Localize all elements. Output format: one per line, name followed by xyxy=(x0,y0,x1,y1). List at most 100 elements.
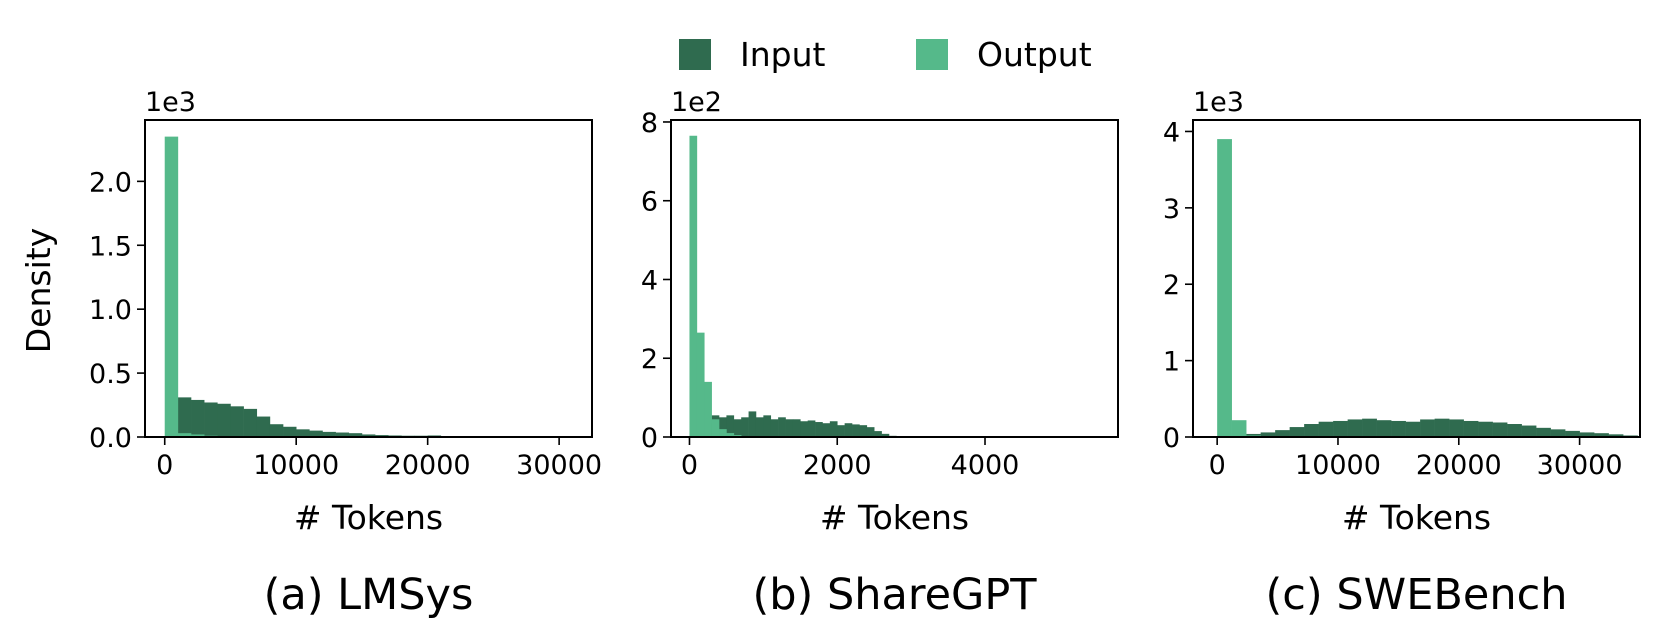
x-tick-label: 10000 xyxy=(1295,450,1381,481)
y-tick-label: 0 xyxy=(1163,423,1180,454)
bar-input-23 xyxy=(859,425,868,437)
bar-input-18 xyxy=(1478,421,1493,437)
bar-input-26 xyxy=(1594,433,1609,437)
bar-output-2 xyxy=(191,434,205,437)
bar-input-9 xyxy=(755,417,764,437)
bar-input-22 xyxy=(852,424,860,437)
bar-input-1 xyxy=(177,397,192,437)
x-tick-label: 4000 xyxy=(951,450,1020,481)
bar-input-17 xyxy=(1463,420,1479,437)
bar-input-24 xyxy=(866,427,875,437)
y-tick-label: 0.0 xyxy=(89,423,132,454)
y-tick-label: 1.5 xyxy=(89,231,132,262)
y-tick-label: 1 xyxy=(1163,347,1180,378)
plot-frame xyxy=(144,119,593,438)
legend-swatch-output xyxy=(916,39,948,70)
bar-output-1 xyxy=(696,332,705,437)
bar-input-11 xyxy=(1376,420,1392,437)
bar-input-17 xyxy=(815,422,823,437)
panel-0: 0 10000 20000 30000 0.0 0.5 1.0 1.5 2.0 1e3 # Toke… xyxy=(19,87,602,620)
bar-input-11 xyxy=(309,430,323,437)
bar-input-16 xyxy=(1449,419,1464,437)
histogram-bars xyxy=(689,135,912,437)
bar-input-25 xyxy=(874,431,882,437)
x-tick-label: 10000 xyxy=(253,450,339,481)
bar-input-8 xyxy=(269,424,284,437)
bar-input-13 xyxy=(785,419,794,437)
x-tick-label: 30000 xyxy=(1537,450,1623,481)
bar-input-4 xyxy=(719,417,727,437)
bar-input-25 xyxy=(1579,432,1595,437)
x-tick-label: 0 xyxy=(681,450,698,481)
histogram-bars xyxy=(1217,139,1640,437)
bar-output-3 xyxy=(711,419,720,437)
bar-input-2 xyxy=(191,399,205,437)
bar-input-10 xyxy=(763,415,772,437)
bar-input-26 xyxy=(881,433,890,437)
bar-input-5 xyxy=(726,415,735,437)
bar-output-0 xyxy=(1217,139,1232,437)
bar-output-1 xyxy=(177,433,192,437)
y-tick-label: 4 xyxy=(641,265,658,296)
bar-input-21 xyxy=(844,423,853,437)
x-tick-label: 2000 xyxy=(803,450,872,481)
bar-input-14 xyxy=(1420,419,1435,437)
legend-swatch-input xyxy=(679,39,711,70)
bar-input-10 xyxy=(1362,418,1377,437)
bar-input-14 xyxy=(348,433,363,437)
y-offset-label: 1e3 xyxy=(145,87,196,118)
bar-input-3 xyxy=(204,402,218,437)
panel-caption: (c) SWEBench xyxy=(1266,570,1568,620)
y-tick-label: 0 xyxy=(641,423,658,454)
bar-input-20 xyxy=(837,425,845,437)
bar-input-21 xyxy=(1521,425,1537,437)
panel-1: 0 2000 4000 0 2 4 6 8 1e2 # Tokens (b) ShareGPT xyxy=(641,87,1119,620)
bar-output-2 xyxy=(704,381,712,437)
bar-output-5 xyxy=(726,433,735,437)
y-tick-label: 2 xyxy=(641,344,658,375)
x-tick-label: 20000 xyxy=(385,450,471,481)
bar-input-14 xyxy=(792,419,801,437)
bar-output-0 xyxy=(689,135,698,437)
bar-input-16 xyxy=(807,420,816,437)
bar-input-9 xyxy=(283,426,297,437)
x-axis-label: # Tokens xyxy=(820,498,969,537)
bar-input-11 xyxy=(770,419,779,437)
y-tick-label: 4 xyxy=(1163,117,1180,148)
x-tick-label: 20000 xyxy=(1416,450,1502,481)
plot-frame xyxy=(1192,119,1641,438)
bar-input-3 xyxy=(1260,432,1276,437)
bar-input-7 xyxy=(1318,421,1334,437)
bar-input-15 xyxy=(361,434,376,437)
y-offset-label: 1e3 xyxy=(1193,87,1244,118)
y-offset-label: 1e2 xyxy=(671,87,722,118)
bar-input-6 xyxy=(243,408,258,437)
bar-input-13 xyxy=(335,432,350,437)
bar-input-15 xyxy=(1434,418,1450,437)
x-tick-label: 0 xyxy=(156,450,173,481)
histogram-bars xyxy=(164,136,573,437)
legend-label-output: Output xyxy=(977,35,1092,74)
bar-input-8 xyxy=(1333,420,1348,437)
bar-output-0 xyxy=(164,136,179,437)
y-tick-label: 2 xyxy=(1163,270,1180,301)
bar-input-6 xyxy=(733,419,742,437)
bar-input-5 xyxy=(1289,427,1305,437)
bar-input-19 xyxy=(829,421,838,437)
bar-input-7 xyxy=(256,416,271,437)
x-axis-label: # Tokens xyxy=(1342,498,1491,537)
bar-input-12 xyxy=(778,417,786,437)
y-tick-label: 8 xyxy=(641,108,658,139)
legend: Input Output xyxy=(679,35,1092,74)
bar-input-12 xyxy=(322,431,336,437)
bar-input-13 xyxy=(1405,421,1421,437)
bar-input-8 xyxy=(748,411,757,437)
y-tick-label: 2.0 xyxy=(89,167,132,198)
bar-input-4 xyxy=(217,403,231,437)
x-tick-label: 0 xyxy=(1209,450,1226,481)
y-tick-label: 0.5 xyxy=(89,359,132,390)
bar-output-4 xyxy=(719,429,727,437)
bar-input-20 xyxy=(1507,424,1522,437)
bar-input-24 xyxy=(1565,430,1580,437)
